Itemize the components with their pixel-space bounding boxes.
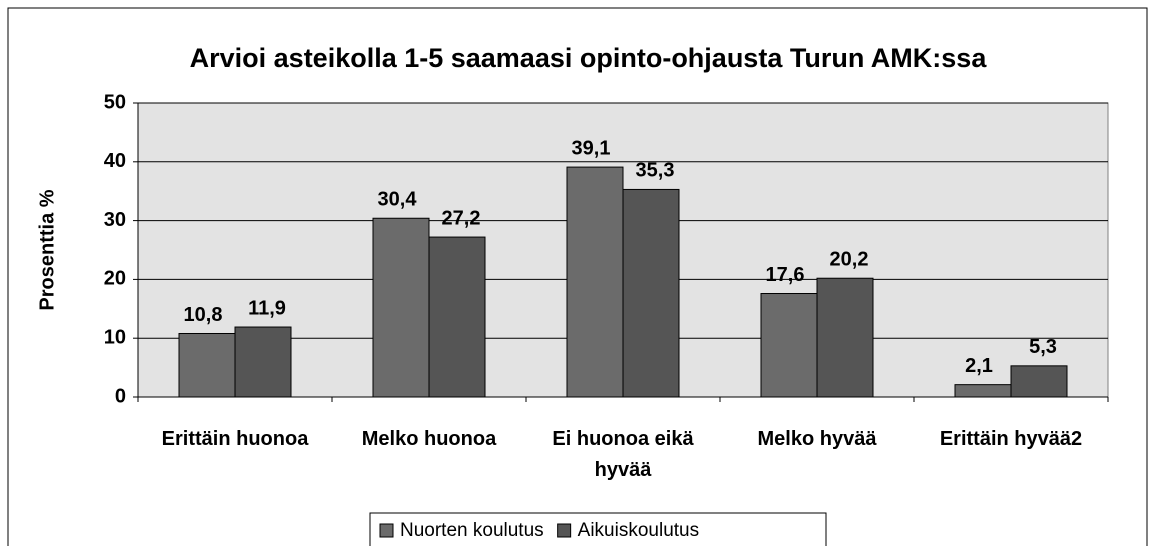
bar (234, 326, 292, 398)
value-label: 20,2 (830, 249, 869, 271)
bar (954, 384, 1012, 398)
value-label: 11,9 (248, 297, 286, 319)
value-label: 35,3 (636, 160, 675, 182)
bar (760, 293, 818, 398)
legend-swatch (379, 523, 394, 538)
value-label: 17,6 (766, 264, 805, 286)
y-tick-label: 0 (115, 385, 126, 407)
value-label: 30,4 (378, 189, 418, 211)
bar (372, 217, 430, 398)
bar (428, 236, 486, 398)
legend-label: Aikuiskoulutus (578, 520, 699, 541)
y-tick-label: 20 (104, 268, 126, 290)
bar (566, 166, 624, 398)
bar (1010, 365, 1068, 398)
y-tick-label: 10 (104, 326, 126, 348)
legend-swatch (557, 523, 572, 538)
bar (816, 277, 874, 398)
chart-title: Arvioi asteikolla 1-5 saamaasi opinto-oh… (189, 43, 987, 73)
y-axis-label: Prosenttia % (36, 189, 58, 310)
value-label: 10,8 (184, 304, 223, 326)
x-tick-label: Melko hyvää (757, 428, 877, 450)
x-tick-label: Melko huonoa (361, 428, 497, 450)
value-label: 27,2 (442, 207, 481, 229)
x-tick-label: Erittäin huonoa (161, 428, 309, 450)
y-tick-label: 30 (104, 209, 126, 231)
x-tick-label: Ei huonoa eikä hyvää (552, 428, 694, 481)
value-label: 39,1 (572, 137, 611, 159)
bar (178, 332, 236, 398)
legend-box (369, 512, 827, 546)
bar (622, 188, 680, 398)
y-tick-label: 50 (104, 91, 126, 113)
value-label: 5,3 (1029, 336, 1057, 358)
value-label: 2,1 (965, 355, 993, 377)
y-tick-label: 40 (104, 150, 126, 172)
legend-label: Nuorten koulutus (400, 520, 544, 541)
x-tick-label: Erittäin hyvää2 (939, 428, 1083, 450)
